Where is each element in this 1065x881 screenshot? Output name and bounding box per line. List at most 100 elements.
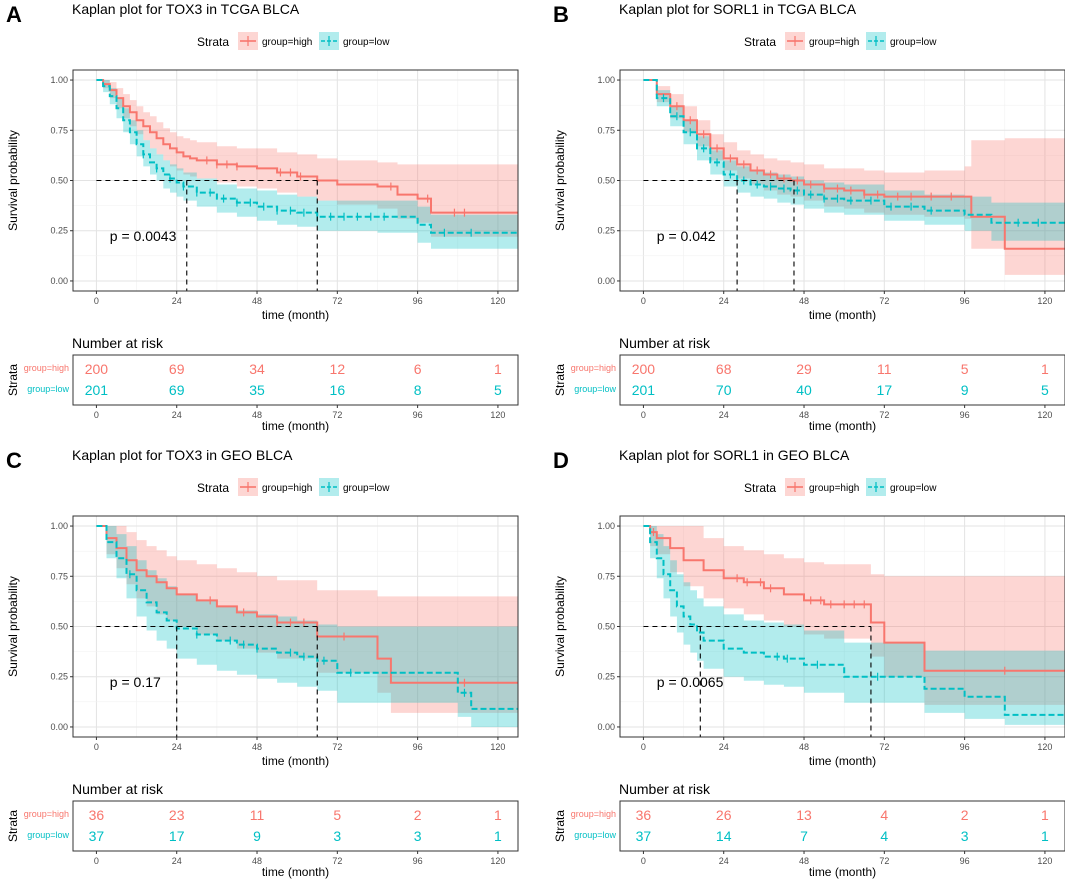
panel-label: D <box>553 448 569 473</box>
risk-count: 9 <box>253 828 261 844</box>
risk-x-tick-label: 24 <box>719 856 729 866</box>
risk-count: 5 <box>1041 382 1049 398</box>
risk-count: 5 <box>494 382 502 398</box>
risk-table-title: Number at risk <box>619 335 711 351</box>
y-tick-label: 0.75 <box>597 125 615 135</box>
confidence-band-high <box>643 526 1065 705</box>
censor-marks-high <box>209 596 466 687</box>
risk-count: 69 <box>169 382 185 398</box>
risk-count: 70 <box>716 382 732 398</box>
legend-item-low: group=low <box>319 32 390 50</box>
risk-count: 2 <box>961 807 969 823</box>
risk-x-tick-label: 72 <box>879 410 889 420</box>
legend-item-low: group=low <box>866 32 937 50</box>
risk-row-high: group=high 200 69 34 12 6 1 <box>24 361 502 377</box>
risk-count: 11 <box>250 807 265 823</box>
x-tick-label: 24 <box>719 296 729 306</box>
x-tick-label: 72 <box>332 742 342 752</box>
panel-A: A Kaplan plot for TOX3 in TCGA BLCA Strata… <box>6 1 519 433</box>
legend-item-high: group=high <box>238 478 312 496</box>
risk-row-low: group=low 37 17 9 3 3 1 <box>27 828 502 844</box>
chart-title: Kaplan plot for SORL1 in TCGA BLCA <box>619 1 857 17</box>
risk-table-strata-label: Strata <box>6 364 20 396</box>
risk-x-tick-label: 72 <box>332 856 342 866</box>
panel-B: B Kaplan plot for SORL1 in TCGA BLCA Strat… <box>553 1 1065 433</box>
risk-count: 3 <box>961 828 969 844</box>
y-tick-label: 0.00 <box>597 276 615 286</box>
gridlines <box>620 70 1065 291</box>
risk-count: 1 <box>1041 828 1049 844</box>
chart-title: Kaplan plot for TOX3 in GEO BLCA <box>72 447 293 463</box>
risk-x-tick-label: 72 <box>332 410 342 420</box>
x-tick-label: 120 <box>1037 742 1052 752</box>
risk-x-tick-label: 48 <box>799 856 809 866</box>
median-lines <box>643 625 872 737</box>
x-tick-label: 72 <box>332 296 342 306</box>
risk-table: Number at risk Strata group=high 200 69 34 12 6… <box>6 335 519 433</box>
risk-count: 14 <box>716 828 732 844</box>
x-tick-label: 96 <box>960 296 970 306</box>
x-axis-label: time (month) <box>809 754 876 768</box>
risk-x-tick-label: 120 <box>490 410 505 420</box>
legend-item-high: group=high <box>238 32 312 50</box>
x-tick-label: 96 <box>960 742 970 752</box>
risk-count: 200 <box>85 361 109 377</box>
risk-count: 68 <box>716 361 732 377</box>
risk-x-tick-label: 96 <box>413 856 423 866</box>
risk-count: 26 <box>716 807 732 823</box>
risk-x-tick-label: 0 <box>641 410 646 420</box>
p-value: p = 0.17 <box>110 674 161 690</box>
risk-count: 4 <box>880 828 888 844</box>
risk-count: 40 <box>796 382 812 398</box>
risk-count: 29 <box>796 361 812 377</box>
censor-marks-low <box>142 150 472 237</box>
risk-row-label: group=low <box>574 384 616 394</box>
risk-count: 17 <box>877 382 893 398</box>
x-tick-label: 24 <box>172 742 182 752</box>
risk-row-high: group=high 36 26 13 4 2 1 <box>571 807 1049 823</box>
risk-x-axis-label: time (month) <box>262 419 329 433</box>
y-tick-label: 0.75 <box>597 571 615 581</box>
risk-table-strata-label: Strata <box>6 810 20 842</box>
risk-count: 200 <box>632 361 656 377</box>
p-value: p = 0.0043 <box>110 228 177 244</box>
legend: Strata group=high group=low <box>744 478 937 496</box>
y-tick-label: 0.00 <box>597 722 615 732</box>
risk-count: 11 <box>877 361 892 377</box>
risk-x-tick-label: 0 <box>641 856 646 866</box>
x-axis-label: time (month) <box>262 754 329 768</box>
panel-label: A <box>6 2 22 27</box>
y-tick-label: 0.25 <box>597 672 615 682</box>
risk-x-tick-label: 24 <box>172 856 182 866</box>
risk-table-frame <box>72 354 519 406</box>
x-tick-label: 72 <box>879 742 889 752</box>
risk-count: 34 <box>249 361 265 377</box>
chart-title: Kaplan plot for SORL1 in GEO BLCA <box>619 447 850 463</box>
risk-count: 5 <box>961 361 969 377</box>
risk-table-frame <box>619 354 1065 406</box>
confidence-band-low <box>643 80 1065 241</box>
risk-x-tick-label: 120 <box>1037 856 1052 866</box>
risk-count: 6 <box>414 361 422 377</box>
risk-count: 1 <box>494 361 502 377</box>
risk-count: 12 <box>330 361 346 377</box>
risk-x-axis-label: time (month) <box>262 865 329 879</box>
risk-count: 37 <box>89 828 105 844</box>
y-tick-label: 1.00 <box>597 521 615 531</box>
risk-count: 7 <box>800 828 808 844</box>
risk-count: 37 <box>636 828 652 844</box>
risk-x-axis-label: time (month) <box>809 419 876 433</box>
y-tick-label: 0.50 <box>50 176 68 186</box>
risk-table-title: Number at risk <box>72 781 164 797</box>
y-tick-label: 1.00 <box>50 521 68 531</box>
survival-curve-low <box>96 79 518 234</box>
risk-table-frame <box>619 800 1065 852</box>
risk-count: 1 <box>494 807 502 823</box>
risk-row-label: group=high <box>24 809 69 819</box>
risk-x-tick-label: 96 <box>960 856 970 866</box>
legend-label: group=low <box>343 37 390 48</box>
censor-marks-low <box>662 94 1039 227</box>
